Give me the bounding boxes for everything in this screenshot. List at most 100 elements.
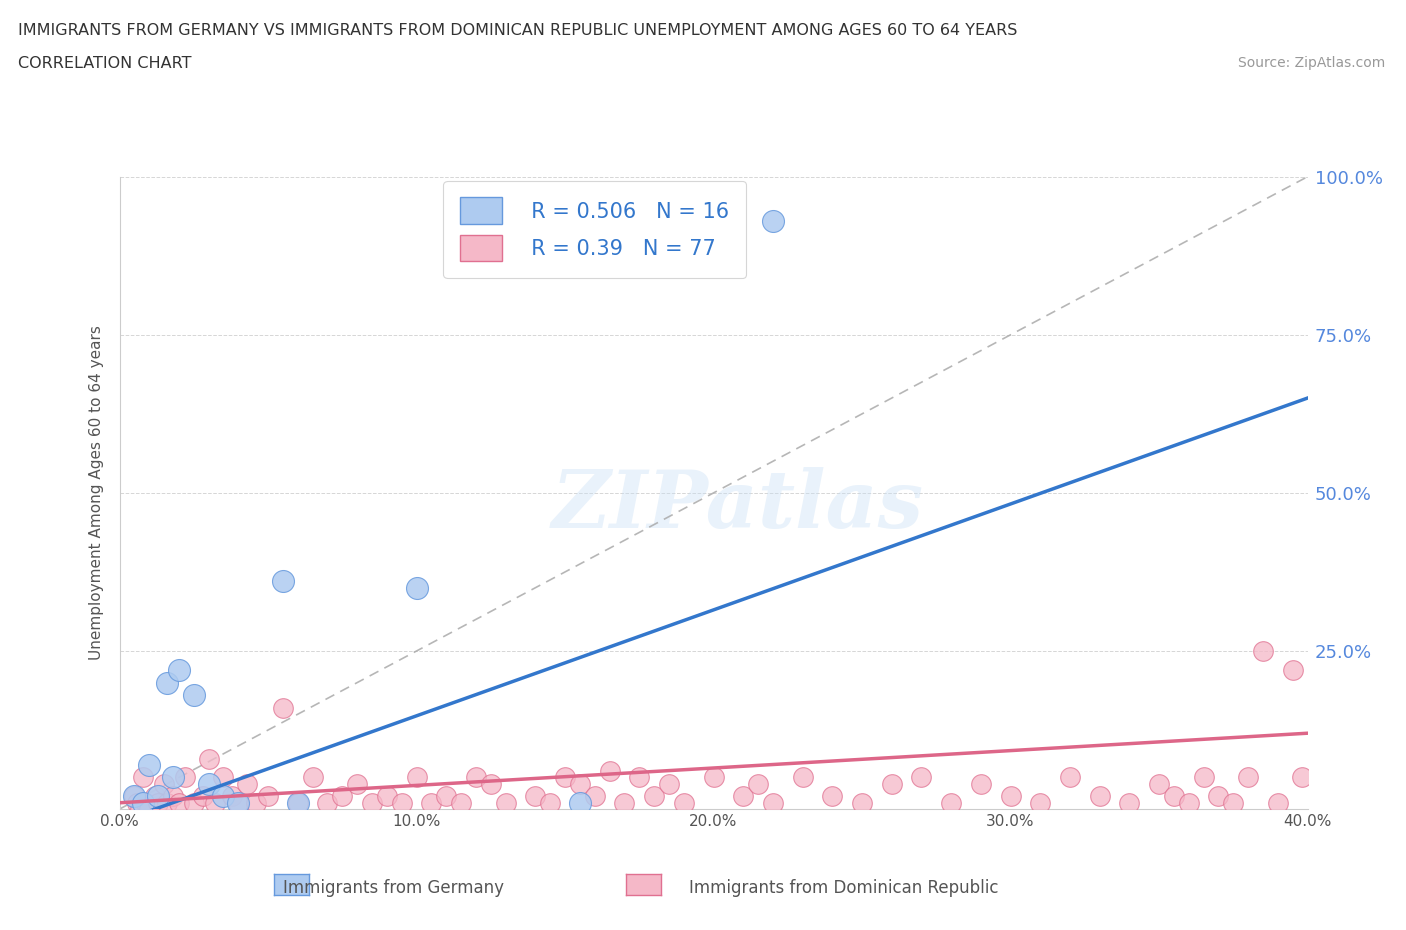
Point bbox=[1192, 770, 1215, 785]
Point bbox=[910, 770, 932, 785]
Point bbox=[1118, 795, 1140, 810]
Point bbox=[330, 789, 353, 804]
Point bbox=[132, 795, 155, 810]
Point bbox=[702, 770, 725, 785]
Point bbox=[1267, 795, 1289, 810]
Point bbox=[1178, 795, 1201, 810]
Point bbox=[197, 777, 219, 791]
Point bbox=[1237, 770, 1260, 785]
Point bbox=[271, 574, 294, 589]
Point bbox=[405, 580, 427, 595]
Point bbox=[1088, 789, 1111, 804]
Point bbox=[301, 770, 323, 785]
Point bbox=[1251, 644, 1274, 658]
Point bbox=[132, 770, 155, 785]
Point bbox=[162, 770, 184, 785]
Point bbox=[554, 770, 576, 785]
Point bbox=[464, 770, 486, 785]
Point bbox=[173, 770, 195, 785]
Point bbox=[162, 789, 184, 804]
Text: Immigrants from Germany: Immigrants from Germany bbox=[283, 879, 505, 897]
Point bbox=[127, 795, 149, 810]
Point bbox=[672, 795, 695, 810]
Point bbox=[138, 802, 160, 817]
Point bbox=[346, 777, 368, 791]
Text: CORRELATION CHART: CORRELATION CHART bbox=[18, 56, 191, 71]
Point bbox=[479, 777, 502, 791]
Point bbox=[191, 789, 214, 804]
Point bbox=[762, 214, 785, 229]
Point bbox=[183, 795, 205, 810]
Point bbox=[405, 770, 427, 785]
Point bbox=[221, 789, 243, 804]
Point bbox=[153, 777, 176, 791]
Point bbox=[236, 777, 259, 791]
Point bbox=[287, 795, 309, 810]
Point bbox=[568, 795, 591, 810]
Point bbox=[212, 789, 235, 804]
Point bbox=[747, 777, 769, 791]
Point bbox=[821, 789, 844, 804]
Point bbox=[495, 795, 517, 810]
Point bbox=[658, 777, 681, 791]
Point bbox=[851, 795, 873, 810]
Point bbox=[970, 777, 993, 791]
Text: IMMIGRANTS FROM GERMANY VS IMMIGRANTS FROM DOMINICAN REPUBLIC UNEMPLOYMENT AMONG: IMMIGRANTS FROM GERMANY VS IMMIGRANTS FR… bbox=[18, 23, 1018, 38]
Point bbox=[568, 777, 591, 791]
Point bbox=[167, 662, 190, 677]
Point bbox=[143, 789, 166, 804]
Point bbox=[939, 795, 962, 810]
Point bbox=[146, 795, 169, 810]
Text: ZIPatlas: ZIPatlas bbox=[551, 467, 924, 544]
Point bbox=[1291, 770, 1313, 785]
Point bbox=[391, 795, 413, 810]
Point bbox=[583, 789, 606, 804]
Point bbox=[129, 802, 152, 817]
Point bbox=[1281, 662, 1303, 677]
Point bbox=[613, 795, 636, 810]
Legend:   R = 0.506   N = 16,   R = 0.39   N = 77: R = 0.506 N = 16, R = 0.39 N = 77 bbox=[443, 180, 747, 278]
Point bbox=[1163, 789, 1185, 804]
Point bbox=[450, 795, 472, 810]
Point bbox=[135, 795, 157, 810]
Point bbox=[156, 795, 179, 810]
Y-axis label: Unemployment Among Ages 60 to 64 years: Unemployment Among Ages 60 to 64 years bbox=[89, 326, 104, 660]
Point bbox=[733, 789, 755, 804]
Point bbox=[1147, 777, 1170, 791]
Point bbox=[599, 764, 621, 778]
Point bbox=[792, 770, 814, 785]
Point bbox=[146, 789, 169, 804]
Point bbox=[156, 675, 179, 690]
Point bbox=[245, 795, 267, 810]
Point bbox=[524, 789, 547, 804]
Point bbox=[375, 789, 398, 804]
Point bbox=[124, 789, 146, 804]
Point bbox=[257, 789, 280, 804]
Point bbox=[183, 688, 205, 703]
Point bbox=[1059, 770, 1081, 785]
Point bbox=[361, 795, 384, 810]
Point bbox=[212, 770, 235, 785]
Point bbox=[762, 795, 785, 810]
Text: Immigrants from Dominican Republic: Immigrants from Dominican Republic bbox=[689, 879, 998, 897]
Text: Source: ZipAtlas.com: Source: ZipAtlas.com bbox=[1237, 56, 1385, 70]
Point bbox=[434, 789, 457, 804]
Point bbox=[197, 751, 219, 766]
Point bbox=[1208, 789, 1230, 804]
Point bbox=[316, 795, 339, 810]
Point bbox=[287, 795, 309, 810]
Point bbox=[880, 777, 903, 791]
Point bbox=[271, 700, 294, 715]
Point bbox=[643, 789, 665, 804]
Point bbox=[124, 789, 146, 804]
Point bbox=[204, 795, 226, 810]
Point bbox=[1000, 789, 1022, 804]
Point bbox=[1222, 795, 1244, 810]
Point bbox=[538, 795, 561, 810]
Point bbox=[167, 795, 190, 810]
Point bbox=[420, 795, 443, 810]
Point bbox=[628, 770, 651, 785]
Point bbox=[1029, 795, 1052, 810]
Point bbox=[228, 795, 250, 810]
Point bbox=[228, 795, 250, 810]
